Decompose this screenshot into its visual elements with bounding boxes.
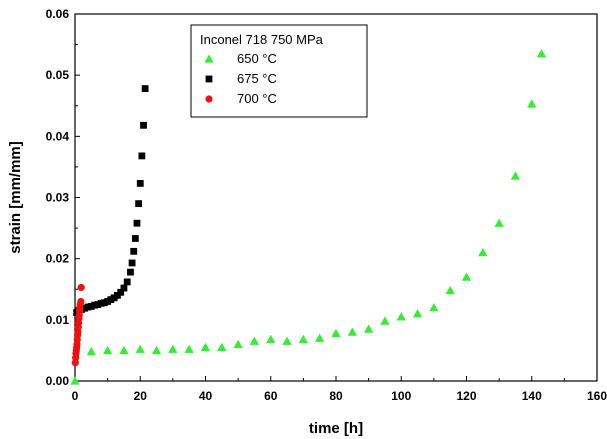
- data-point: [136, 180, 144, 187]
- y-tick-label: 0.06: [46, 7, 70, 21]
- data-point: [412, 309, 423, 318]
- y-axis-title: strain [mm/mm]: [7, 141, 24, 254]
- data-point: [536, 49, 547, 58]
- y-tick-label: 0.01: [46, 313, 70, 327]
- data-point: [331, 328, 341, 337]
- data-point: [282, 336, 292, 345]
- legend-entry-label: 650 °C: [237, 51, 277, 66]
- data-point: [103, 345, 113, 355]
- x-tick-label: 120: [456, 389, 476, 403]
- data-point: [128, 259, 136, 267]
- data-point: [151, 345, 162, 355]
- legend-box: [190, 24, 368, 118]
- data-point: [77, 283, 85, 292]
- data-point: [380, 316, 390, 325]
- legend-entries: 650 °C 675 °C 700 °C: [204, 51, 277, 106]
- data-point: [396, 312, 406, 321]
- y-tick-label: 0.05: [46, 68, 70, 82]
- series-1: [73, 85, 149, 316]
- y-tick-label: 0.03: [46, 191, 70, 205]
- x-tick-label: 160: [587, 389, 607, 403]
- data-point: [266, 334, 276, 344]
- data-point: [494, 218, 504, 227]
- data-point: [133, 219, 141, 227]
- data-point: [233, 339, 243, 348]
- y-tick-label: 0.04: [46, 129, 70, 143]
- data-point: [140, 121, 147, 129]
- data-point: [478, 247, 488, 257]
- data-point: [135, 344, 145, 353]
- data-marks: [70, 49, 547, 385]
- series-2: [71, 283, 85, 367]
- data-point: [315, 333, 325, 342]
- legend-title: Inconel 718 750 MPa: [200, 32, 324, 47]
- legend-entry-label: 675 °C: [237, 71, 277, 86]
- data-point: [135, 200, 143, 208]
- y-tick-label: 0.00: [46, 374, 70, 388]
- data-point: [527, 99, 537, 108]
- data-point: [200, 342, 211, 352]
- y-tick-label: 0.02: [46, 252, 70, 266]
- data-point: [445, 285, 455, 295]
- x-tick-label: 80: [329, 389, 343, 403]
- data-point: [184, 344, 194, 353]
- x-tick-label: 100: [391, 389, 411, 403]
- data-point: [510, 171, 521, 180]
- x-axis-title: time [h]: [309, 420, 363, 437]
- data-point: [461, 272, 472, 281]
- data-point: [130, 247, 138, 255]
- x-tick-label: 140: [522, 389, 542, 403]
- legend-marker: [205, 95, 213, 103]
- legend-marker: [204, 54, 214, 63]
- data-point: [120, 284, 128, 292]
- data-point: [70, 376, 80, 385]
- x-tick-label: 20: [134, 389, 148, 403]
- data-point: [77, 297, 85, 306]
- data-point: [141, 85, 149, 93]
- data-point: [217, 342, 227, 352]
- x-tick-label: 0: [72, 389, 79, 403]
- data-point: [117, 288, 125, 296]
- x-tick-label: 40: [199, 389, 213, 403]
- x-tick-label: 60: [264, 389, 278, 403]
- legend-marker: [205, 75, 213, 83]
- legend: Inconel 718 750 MPa 650 °C 675 °C 700 °C: [190, 24, 368, 118]
- series-0: [70, 49, 547, 385]
- data-point: [249, 336, 260, 345]
- data-point: [138, 152, 146, 160]
- data-point: [429, 303, 439, 312]
- data-point: [347, 327, 357, 336]
- data-point: [298, 334, 308, 344]
- data-point: [86, 347, 96, 356]
- x-axis: 0 20 40 60 80 100 120 140 160: [72, 376, 607, 403]
- data-point: [168, 344, 178, 353]
- data-point: [127, 268, 134, 276]
- data-point: [123, 278, 131, 286]
- legend-entry-label: 700 °C: [237, 91, 277, 106]
- data-point: [364, 324, 374, 333]
- data-point: [131, 235, 139, 242]
- data-point: [119, 345, 129, 355]
